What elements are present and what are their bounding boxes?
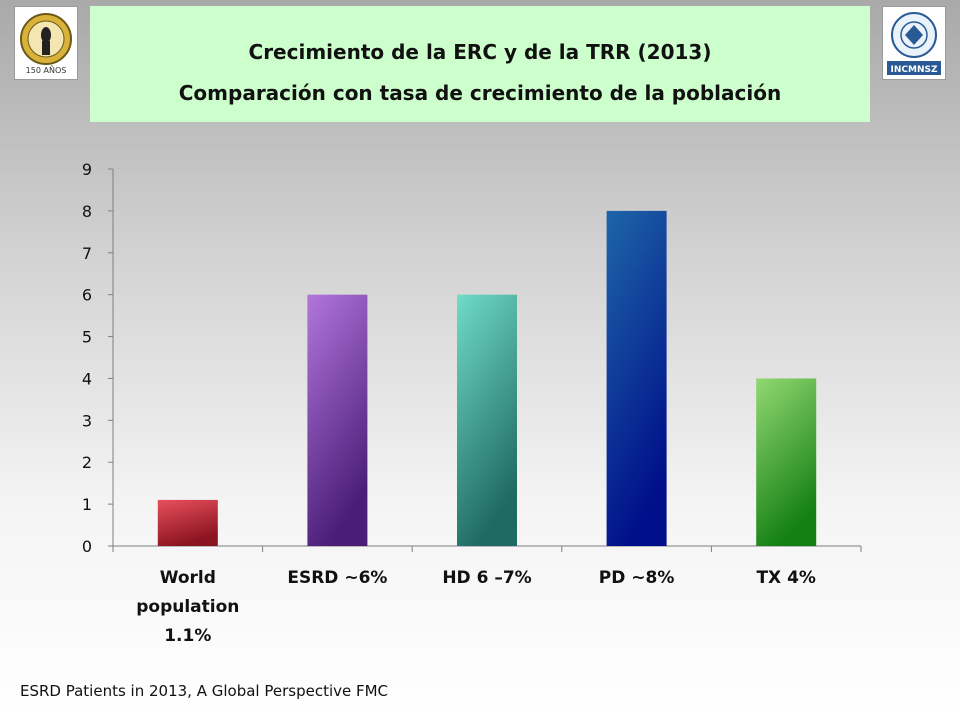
x-category-label: ESRD ~6% <box>287 568 387 588</box>
y-tick-label: 0 <box>82 537 92 556</box>
source-citation: ESRD Patients in 2013, A Global Perspect… <box>20 682 389 700</box>
y-tick-label: 5 <box>82 328 92 347</box>
chart-subtitle: Comparación con tasa de crecimiento de l… <box>178 81 782 105</box>
logo-years-text: 150 AÑOS <box>26 65 67 75</box>
university-seal-logo: 150 AÑOS <box>14 6 78 80</box>
bar-1 <box>307 294 368 546</box>
x-category-label: population <box>136 597 239 617</box>
x-category-label: 1.1% <box>164 626 211 646</box>
bar-chart: 0 1 2 3 4 5 6 7 8 9 World population 1.1% ESRD ~6% HD… <box>82 160 862 646</box>
y-tick-label: 9 <box>82 160 92 179</box>
y-tick-label: 1 <box>82 495 92 514</box>
x-category-label: HD 6 –7% <box>442 568 531 588</box>
y-tick-label: 6 <box>82 286 92 305</box>
incmnsz-logo: INCMNSZ <box>882 6 946 80</box>
title-banner: Crecimiento de la ERC y de la TRR (2013)… <box>90 6 870 122</box>
y-tick-label: 2 <box>82 453 92 472</box>
bar-3 <box>606 210 667 546</box>
x-category-label: World <box>160 568 216 588</box>
y-tick-label: 3 <box>82 411 92 430</box>
bar-0 <box>157 499 218 546</box>
x-category-label: PD ~8% <box>599 568 675 588</box>
y-tick-label: 8 <box>82 202 92 221</box>
chart-title: Crecimiento de la ERC y de la TRR (2013) <box>248 40 712 64</box>
y-tick-label: 7 <box>82 244 92 263</box>
bar-4 <box>756 378 817 546</box>
bar-2 <box>457 294 517 546</box>
x-axis-categories: World population 1.1% ESRD ~6% HD 6 –7% PD ~8… <box>136 568 816 646</box>
logo-incmnsz-text: INCMNSZ <box>891 65 938 75</box>
bar-series <box>157 210 817 546</box>
y-axis-ticks: 0 1 2 3 4 5 6 7 8 9 <box>82 160 113 556</box>
x-category-label: TX 4% <box>756 568 815 588</box>
y-tick-label: 4 <box>82 369 92 388</box>
